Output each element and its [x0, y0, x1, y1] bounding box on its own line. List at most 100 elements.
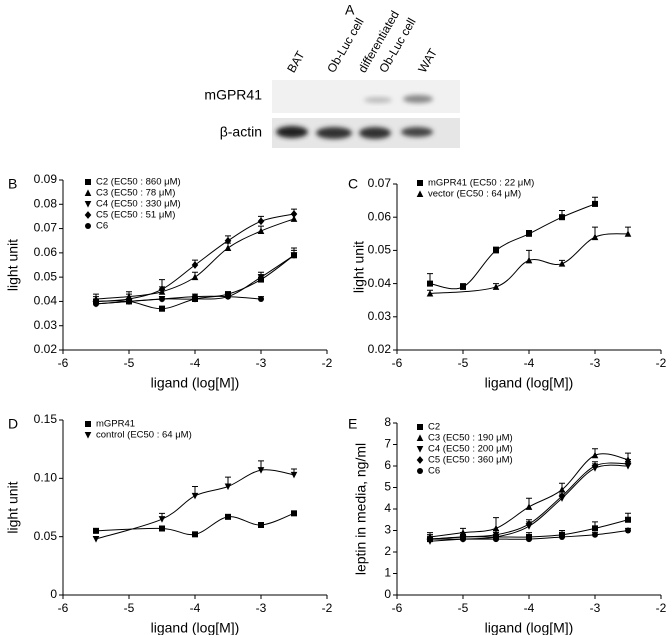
y-tick-label: 7	[384, 437, 391, 451]
marker-triangle	[558, 486, 566, 493]
marker-down-triangle	[191, 492, 199, 500]
y-tick-label: 0.04	[368, 276, 392, 290]
marker-down-triangle	[92, 536, 100, 543]
marker-circle	[93, 300, 99, 307]
y-tick-label: 0	[50, 587, 57, 601]
y-tick-label: 0	[384, 587, 391, 601]
legend-label: C5 (EC50 : 51 μM)	[96, 210, 175, 221]
marker-down-triangle	[158, 516, 166, 523]
marker-circle	[159, 296, 165, 302]
marker-triangle	[591, 233, 599, 241]
marker-diamond	[290, 210, 298, 218]
x-tick-label: -4	[190, 356, 201, 370]
marker-square	[592, 200, 598, 207]
x-tick-label: -2	[656, 601, 667, 615]
panel-label: D	[8, 416, 18, 432]
x-tick-label: -6	[392, 601, 403, 615]
marker-down-triangle	[290, 252, 298, 259]
legend-label: C6	[428, 466, 440, 477]
marker-triangle	[426, 289, 434, 297]
legend-label: control (EC50 : 64 μM)	[96, 430, 192, 441]
y-tick-label: 0.03	[34, 318, 58, 332]
marker-triangle	[257, 227, 265, 234]
y-tick-label: 0.08	[34, 196, 58, 210]
blot-strip	[272, 80, 460, 148]
legend-marker	[416, 456, 424, 464]
marker-triangle	[492, 283, 500, 290]
marker-triangle	[191, 273, 199, 281]
legend-marker	[84, 189, 92, 196]
x-tick-label: -3	[590, 601, 601, 615]
marker-diamond	[257, 217, 265, 226]
marker-square	[625, 516, 631, 523]
legend-marker	[417, 180, 423, 186]
marker-square	[291, 510, 297, 517]
curve	[429, 203, 596, 290]
legend-label: C6	[96, 221, 108, 232]
marker-circle	[427, 536, 433, 543]
y-axis-title: light unit	[5, 481, 21, 533]
panel-label: C	[348, 176, 358, 192]
x-tick-label: -5	[124, 601, 135, 615]
marker-circle	[493, 536, 499, 543]
marker-diamond	[624, 459, 632, 468]
marker-circle	[625, 527, 631, 534]
y-tick-label: 0.05	[34, 529, 58, 543]
legend-marker	[416, 434, 424, 441]
legend-marker	[84, 211, 92, 219]
y-tick-label: 0.05	[368, 243, 392, 257]
y-tick-label: 0.06	[34, 245, 58, 259]
row-label: β-actin	[220, 124, 262, 140]
panel-label: E	[348, 416, 357, 432]
curve	[429, 233, 629, 295]
y-axis-title: leptin in media, ng/ml	[353, 443, 369, 575]
x-tick-label: -6	[58, 601, 69, 615]
marker-triangle	[224, 244, 232, 251]
curve	[95, 218, 295, 300]
y-tick-label: 0.02	[368, 342, 392, 356]
marker-circle	[460, 536, 466, 543]
x-tick-label: -5	[458, 601, 469, 615]
x-tick-label: -4	[524, 356, 535, 370]
x-tick-label: -4	[190, 601, 201, 615]
row-label: mGPR41	[204, 87, 262, 103]
marker-triangle	[290, 215, 298, 222]
y-tick-label: 4	[384, 501, 391, 515]
marker-triangle	[591, 451, 599, 459]
marker-diamond	[224, 236, 232, 245]
marker-square	[559, 214, 565, 221]
legend-marker	[84, 201, 92, 208]
legend-label: C4 (EC50 : 330 μM)	[96, 199, 181, 210]
lane-label: WAT	[415, 46, 440, 76]
marker-triangle	[525, 503, 533, 510]
marker-triangle	[525, 256, 533, 264]
marker-diamond	[158, 285, 166, 294]
x-axis-title: ligand (log[M])	[485, 620, 574, 635]
marker-down-triangle	[290, 471, 298, 479]
x-tick-label: -2	[322, 601, 333, 615]
legend-marker	[417, 424, 423, 430]
legend-label: mGPR41 (EC50 : 22 μM)	[428, 178, 534, 189]
marker-square	[192, 531, 198, 538]
marker-triangle	[624, 230, 632, 237]
y-tick-label: 0.03	[368, 309, 392, 323]
legend-marker	[85, 223, 91, 229]
marker-circle	[258, 296, 264, 302]
y-tick-label: 5	[384, 480, 391, 494]
y-tick-label: 0.02	[34, 342, 58, 356]
curve	[95, 469, 295, 540]
marker-square	[225, 513, 231, 520]
panel-label: A	[345, 2, 355, 18]
y-tick-label: 0.04	[34, 294, 58, 308]
marker-square	[493, 247, 499, 254]
y-axis-title: light unit	[351, 241, 367, 293]
marker-diamond	[191, 261, 199, 269]
x-axis-title: ligand (log[M])	[151, 375, 240, 391]
x-axis-title: ligand (log[M])	[485, 375, 574, 391]
marker-triangle	[492, 524, 500, 532]
y-tick-label: 0.05	[34, 269, 58, 283]
y-tick-label: 0.09	[34, 172, 58, 186]
x-tick-label: -3	[256, 356, 267, 370]
marker-triangle	[558, 260, 566, 267]
